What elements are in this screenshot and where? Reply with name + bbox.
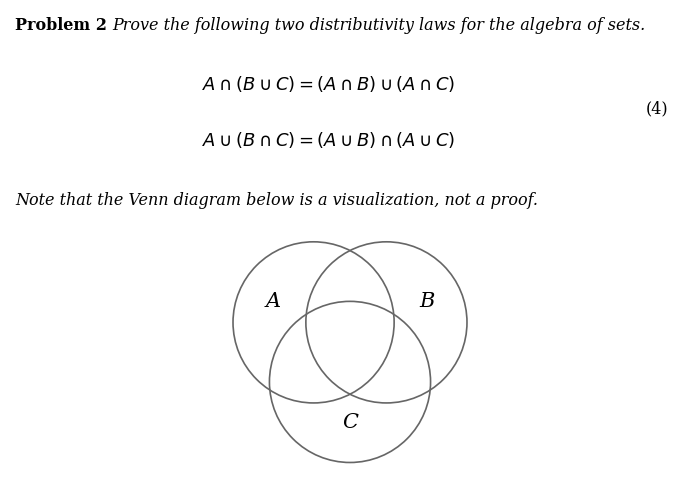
Text: C: C [342,413,358,432]
Text: (4): (4) [646,101,668,118]
Text: B: B [419,292,435,311]
Text: Problem 2: Problem 2 [15,17,107,34]
Text: $A\cap(B\cup C) = (A\cap B)\cup(A\cap C)$: $A\cap(B\cup C) = (A\cap B)\cup(A\cap C)… [202,74,456,95]
Text: Prove the following two distributivity laws for the algebra of sets.: Prove the following two distributivity l… [112,17,645,34]
Text: A: A [265,292,281,311]
Text: Note that the Venn diagram below is a visualization, not a proof.: Note that the Venn diagram below is a vi… [15,192,538,209]
Text: $A\cup(B\cap C) = (A\cup B)\cap(A\cup C)$: $A\cup(B\cap C) = (A\cup B)\cap(A\cup C)… [202,130,456,150]
